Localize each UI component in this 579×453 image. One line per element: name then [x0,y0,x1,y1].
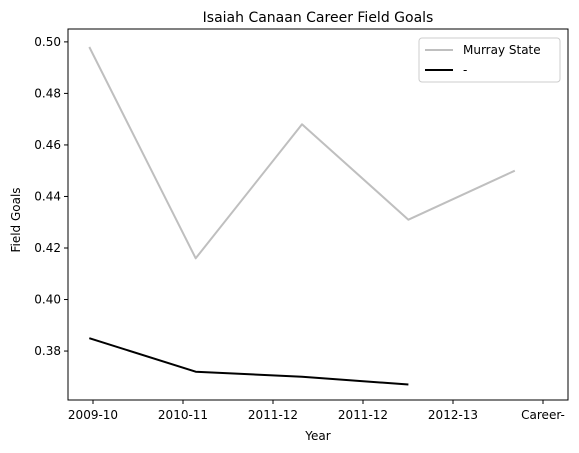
y-tick-label: 0.38 [34,344,61,358]
legend-box [418,37,561,83]
series-layer [88,46,516,386]
x-tick-label: 2009-10 [68,408,118,422]
y-tick-label: 0.42 [34,241,61,255]
plot-frame [67,28,569,401]
legend-label: - [463,63,467,77]
y-tick-label: 0.46 [34,138,61,152]
x-axis-label: Year [304,429,330,443]
x-tick-label: 2011-12 [338,408,388,422]
y-tick-label: 0.50 [34,35,61,49]
y-axis-label: Field Goals [9,187,23,252]
x-tick-label: 2011-12 [248,408,298,422]
series-line-0 [88,46,516,260]
x-tick-label: Career- [521,408,565,422]
x-tick-label: 2010-11 [158,408,208,422]
legend-label: Murray State [463,43,541,57]
series-line-1 [88,337,409,386]
y-tick-label: 0.44 [34,189,61,203]
legend: Murray State - [418,37,561,83]
ticks-layer: 0.38 0.40 0.42 0.44 0.46 0.48 0.50 2009-10 2010-… [34,35,565,422]
x-tick-label: 2012-13 [428,408,478,422]
y-tick-label: 0.40 [34,293,61,307]
chart-title: Isaiah Canaan Career Field Goals [203,10,434,26]
y-tick-label: 0.48 [34,86,61,100]
